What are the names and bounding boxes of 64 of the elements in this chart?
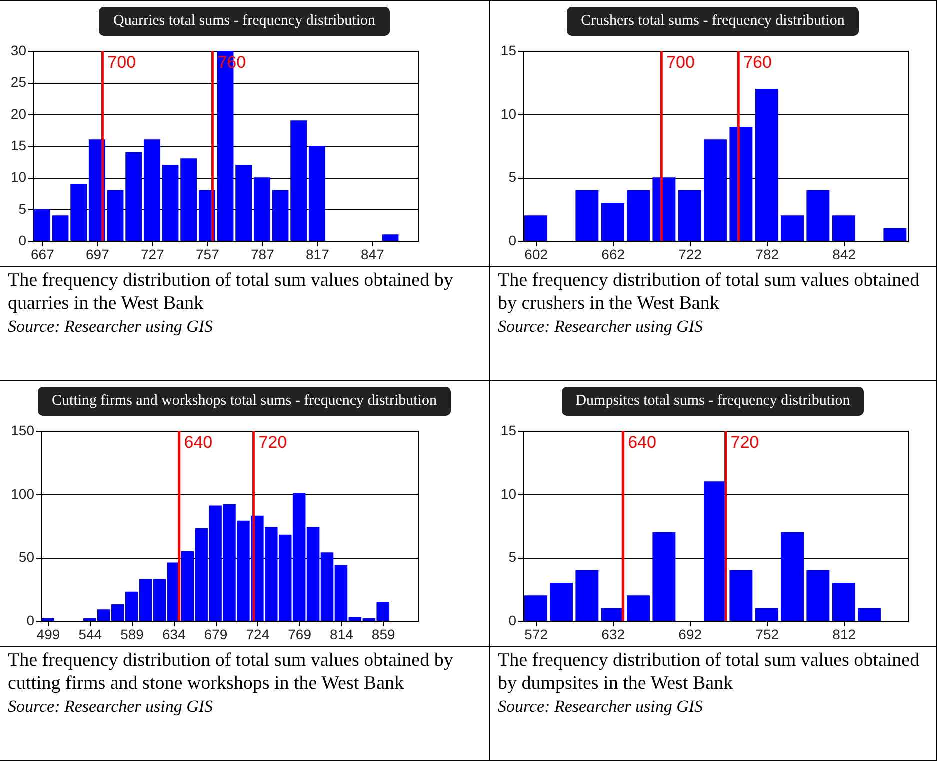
x-tick-label: 752 <box>756 626 780 642</box>
text: The frequency distribution of total sum values obtained by cutting firms and stone workshops in the West Bank <box>8 649 454 695</box>
y-tick-label: 50 <box>18 549 35 566</box>
x-tick-label: 842 <box>832 246 856 262</box>
y-tick-label: 5 <box>18 200 27 217</box>
x-tick-label: 572 <box>524 626 548 642</box>
y-tick-label: 5 <box>508 549 517 566</box>
y-tick-label: 5 <box>508 169 517 186</box>
ref-line-label: 640 <box>628 433 656 452</box>
y-tick-label: 0 <box>508 232 517 248</box>
x-tick-label: 692 <box>678 626 702 642</box>
text: The frequency distribution of total sum values obtained by crushers in the West Bank <box>498 269 921 315</box>
x-tick-label: 589 <box>120 626 144 642</box>
ref-line-label: 700 <box>108 53 136 72</box>
y-tick-label: 0 <box>18 232 27 248</box>
x-tick-label: 602 <box>524 246 548 262</box>
x-tick-label: 667 <box>30 246 55 262</box>
x-tick-label: 847 <box>360 246 385 262</box>
x-tick-label: 697 <box>86 246 110 262</box>
x-tick-label: 812 <box>832 626 856 642</box>
source-note: Source: Researcher using GIS <box>8 316 214 338</box>
x-tick-label: 782 <box>756 246 780 262</box>
y-tick-label: 30 <box>10 42 27 58</box>
text: The frequency distribution of total sum values obtained by quarries in the West Bank <box>8 269 454 315</box>
chart-title: Crushers total sums - frequency distribution <box>567 7 859 36</box>
y-tick-label: 10 <box>500 106 517 122</box>
x-tick-label: 679 <box>204 626 228 642</box>
x-tick-label: 817 <box>306 246 330 262</box>
chart-title: Quarries total sums - frequency distribution <box>99 7 390 36</box>
y-tick-label: 15 <box>10 138 27 154</box>
chart-title: Dumpsites total sums - frequency distribution <box>562 387 864 416</box>
y-tick-label: 15 <box>500 422 517 438</box>
ref-line-label: 640 <box>184 433 213 452</box>
ref-line-label: 700 <box>666 53 695 72</box>
x-tick-label: 499 <box>36 626 60 642</box>
y-tick-label: 150 <box>11 422 35 438</box>
ref-line-label: 720 <box>258 433 288 452</box>
x-tick-label: 814 <box>330 626 354 642</box>
x-tick-label: 787 <box>250 246 275 262</box>
y-tick-label: 20 <box>10 106 27 122</box>
ref-line-label: 760 <box>744 53 772 72</box>
x-tick-label: 634 <box>162 626 186 642</box>
x-tick-label: 727 <box>140 246 165 262</box>
x-tick-label: 632 <box>602 626 626 642</box>
y-tick-label: 10 <box>500 486 517 502</box>
ref-line-label: 720 <box>730 433 760 452</box>
x-tick-label: 859 <box>372 626 396 642</box>
y-tick-label: 10 <box>10 169 27 186</box>
y-tick-label: 25 <box>10 74 27 90</box>
source-note: Source: Researcher using GIS <box>8 696 214 718</box>
x-tick-label: 724 <box>246 626 270 642</box>
x-tick-label: 769 <box>288 626 312 642</box>
x-tick-label: 757 <box>196 246 220 262</box>
source-note: Source: Researcher using GIS <box>498 316 704 338</box>
y-tick-label: 0 <box>508 612 517 628</box>
y-tick-label: 100 <box>11 486 35 502</box>
chart-title: Cutting firms and workshops total sums - frequency distribution <box>38 387 451 416</box>
y-tick-label: 0 <box>26 612 35 628</box>
x-tick-label: 662 <box>602 246 626 262</box>
y-tick-label: 15 <box>500 42 517 58</box>
source-note: Source: Researcher using GIS <box>498 696 704 718</box>
x-tick-label: 722 <box>678 246 702 262</box>
text: The frequency distribution of total sum values obtained by dumpsites in the West Bank <box>498 649 921 695</box>
x-tick-label: 544 <box>78 626 102 642</box>
